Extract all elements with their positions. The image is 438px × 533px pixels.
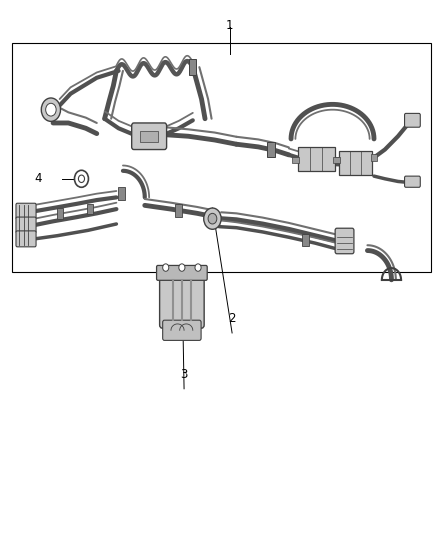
- Bar: [87, 204, 93, 214]
- Text: 2: 2: [228, 312, 236, 325]
- Bar: [297, 147, 335, 171]
- FancyBboxPatch shape: [405, 114, 420, 127]
- Circle shape: [41, 98, 60, 122]
- Circle shape: [162, 264, 169, 271]
- FancyBboxPatch shape: [16, 203, 36, 219]
- Circle shape: [204, 208, 221, 229]
- FancyBboxPatch shape: [132, 123, 166, 150]
- Bar: [302, 233, 309, 246]
- Text: 3: 3: [180, 368, 188, 381]
- Circle shape: [46, 103, 56, 116]
- Bar: [339, 151, 372, 175]
- Bar: [267, 142, 275, 157]
- Bar: [175, 204, 182, 216]
- Bar: [292, 157, 299, 164]
- Bar: [118, 187, 125, 200]
- Bar: [57, 208, 63, 219]
- FancyBboxPatch shape: [159, 266, 204, 328]
- Circle shape: [195, 264, 201, 271]
- Bar: [371, 155, 378, 161]
- Text: 4: 4: [35, 172, 42, 185]
- Circle shape: [78, 175, 85, 182]
- Circle shape: [179, 264, 185, 271]
- Bar: [333, 157, 340, 164]
- FancyBboxPatch shape: [156, 265, 207, 280]
- FancyBboxPatch shape: [162, 320, 201, 341]
- FancyBboxPatch shape: [335, 228, 354, 254]
- Circle shape: [74, 170, 88, 187]
- Circle shape: [208, 213, 217, 224]
- FancyBboxPatch shape: [16, 231, 36, 247]
- Bar: [141, 131, 158, 142]
- Bar: [12, 43, 431, 272]
- Text: 1: 1: [226, 19, 233, 33]
- FancyBboxPatch shape: [16, 217, 36, 233]
- Bar: [189, 59, 196, 75]
- FancyBboxPatch shape: [405, 176, 420, 187]
